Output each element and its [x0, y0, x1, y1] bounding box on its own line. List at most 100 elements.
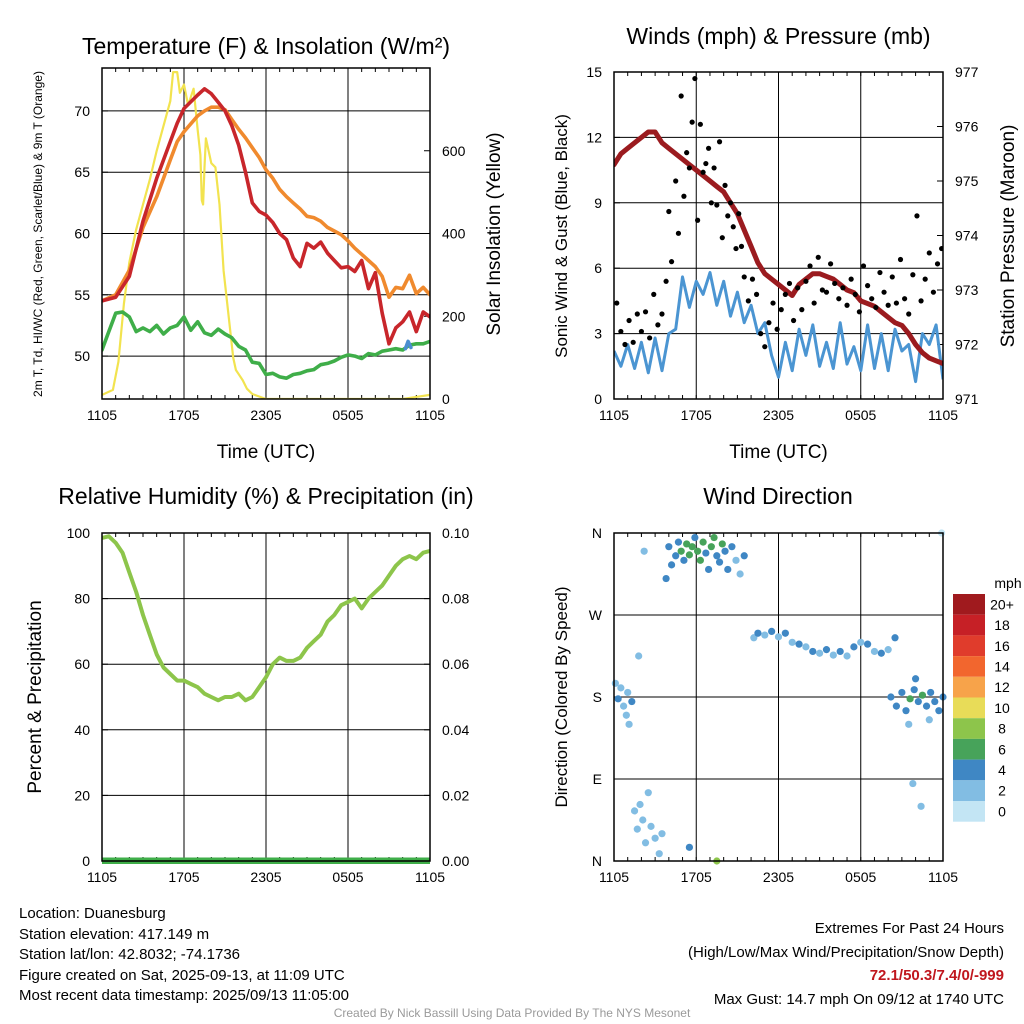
- direction-point: [788, 638, 796, 646]
- direction-point: [754, 629, 762, 637]
- temp-y-tick-label: 55: [74, 287, 90, 303]
- direction-point: [898, 688, 906, 697]
- direction-point: [619, 702, 628, 710]
- rh-title: Relative Humidity (%) & Precipitation (i…: [58, 483, 473, 509]
- gust-point: [836, 296, 842, 302]
- gust-point: [642, 309, 649, 315]
- gust-point: [930, 289, 937, 295]
- rh-y2-tick-label: 0.00: [442, 853, 469, 869]
- legend-swatch: [953, 738, 985, 760]
- direction-point: [910, 686, 918, 694]
- gust-point: [844, 302, 850, 308]
- gust-point: [678, 93, 684, 99]
- gust-point: [749, 276, 756, 282]
- meteogram: 1105 1705 2305 0505 110550556065700200400600…: [25, 23, 1022, 885]
- gust-point: [840, 285, 846, 291]
- dir-title: Wind Direction: [703, 483, 853, 509]
- direction-point: [761, 631, 769, 639]
- dir-y-tick-label: W: [589, 607, 603, 623]
- direction-point: [628, 697, 636, 706]
- gust-point: [778, 307, 784, 313]
- gust-point: [663, 278, 669, 284]
- direction-point: [651, 834, 659, 842]
- legend-swatch: [953, 780, 985, 801]
- direction-point: [704, 565, 713, 574]
- direction-point: [836, 647, 844, 656]
- direction-point: [829, 651, 837, 659]
- winds-y2-tick-label: 971: [955, 391, 979, 407]
- gust-point: [910, 272, 916, 278]
- direction-point: [633, 825, 641, 833]
- gust-point: [716, 139, 723, 145]
- elevation-text: Station elevation: 417.149 m: [19, 925, 210, 943]
- legend-swatch: [953, 718, 985, 739]
- legend-swatch: [953, 594, 985, 615]
- temp-plot-border: [101, 67, 431, 400]
- temp-series-9m-t: [102, 105, 430, 303]
- rh-x-tick-label: 0505: [332, 869, 363, 885]
- gust-point: [689, 119, 695, 125]
- legend-label: 14: [994, 658, 1010, 674]
- direction-point: [721, 547, 729, 555]
- dir-y-tick-label: S: [593, 689, 602, 705]
- direction-point: [822, 646, 831, 654]
- direction-point: [768, 627, 776, 636]
- rh-y2-tick-label: 0.04: [442, 722, 469, 738]
- rh-x-tick-label: 1105: [87, 869, 117, 885]
- gust-point: [803, 278, 809, 284]
- direction-point: [647, 822, 655, 830]
- direction-point: [892, 702, 900, 710]
- temp-series-2m-t: [102, 87, 430, 346]
- legend-label: 18: [994, 617, 1010, 633]
- winds-x-tick-label: 1705: [681, 407, 712, 423]
- gust-point: [782, 291, 788, 297]
- winds-y2-tick-label: 972: [955, 337, 979, 353]
- gust-point: [668, 259, 675, 265]
- rh-plot-border: [101, 532, 431, 862]
- legend-label: 0: [998, 803, 1006, 819]
- direction-point: [691, 533, 699, 542]
- dir-x-tick-label: 0505: [845, 869, 876, 885]
- winds-y-tick-label: 9: [594, 195, 602, 211]
- direction-point: [724, 565, 732, 574]
- timestamp-text: Most recent data timestamp: 2025/09/13 1…: [19, 987, 349, 1004]
- direction-point: [884, 646, 892, 654]
- winds-ylabel-left: Sonic Wind & Gust (Blue, Black): [552, 114, 571, 358]
- winds-y-tick-label: 12: [586, 129, 602, 145]
- temp-y2-tick-label: 600: [442, 143, 466, 159]
- direction-point: [736, 570, 744, 578]
- direction-point: [718, 540, 726, 548]
- legend-swatch: [953, 676, 985, 698]
- gust-point: [869, 296, 875, 302]
- extremes-box: Extremes For Past 24 Hours (High/Low/Max…: [688, 917, 1004, 1011]
- created-text: Figure created on Sat, 2025-09-13, at 11…: [19, 966, 345, 984]
- gust-point: [727, 200, 734, 206]
- direction-point: [707, 543, 715, 551]
- gust-point: [939, 245, 943, 252]
- temp-x-tick-label: 2305: [250, 407, 281, 423]
- legend-label: 4: [998, 762, 1006, 778]
- direction-point: [931, 697, 939, 706]
- direction-point: [728, 543, 736, 551]
- direction-point: [802, 643, 810, 651]
- gust-point: [786, 280, 793, 287]
- rh-x-tick-label: 2305: [250, 869, 281, 885]
- gust-point: [881, 289, 887, 295]
- direction-point: [635, 652, 643, 660]
- direction-point: [795, 640, 803, 648]
- legend-swatch: [953, 656, 985, 677]
- temp-title: Temperature (F) & Insolation (W/m²): [82, 33, 450, 59]
- gust-point: [634, 311, 640, 317]
- direction-point: [732, 556, 740, 564]
- direction-point: [625, 720, 633, 728]
- rh-y-tick-label: 40: [74, 722, 90, 738]
- legend-swatch: [953, 635, 985, 657]
- gust-point: [918, 298, 924, 304]
- gust-point: [819, 287, 825, 293]
- winds-series-sonic-wind: [614, 271, 943, 384]
- gust-point: [745, 298, 751, 304]
- direction-point: [891, 634, 899, 642]
- gust-point: [618, 328, 624, 335]
- winds-plot-border: [613, 71, 944, 400]
- gust-point: [823, 289, 830, 295]
